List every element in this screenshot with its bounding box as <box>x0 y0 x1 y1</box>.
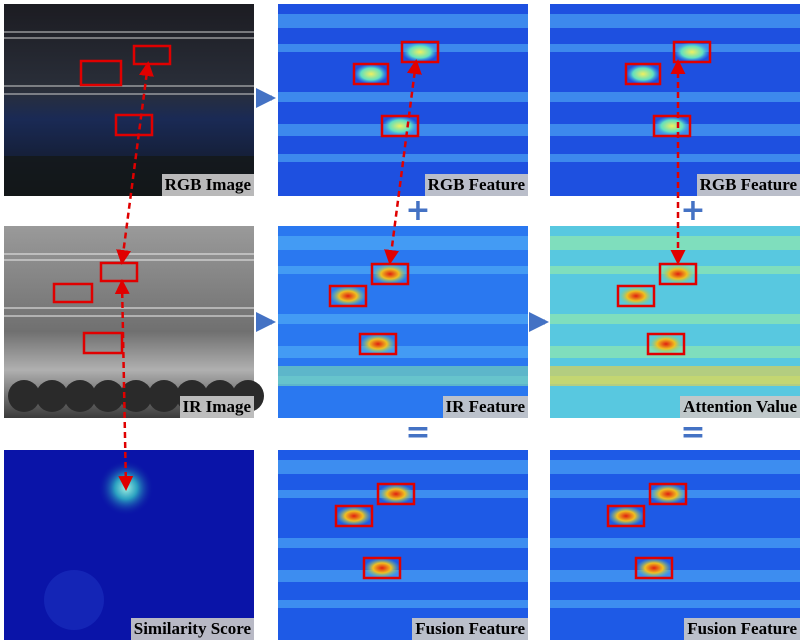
target-box <box>634 556 674 580</box>
tree <box>148 380 180 412</box>
feature-peak <box>402 42 438 62</box>
tree <box>36 380 68 412</box>
feature-peak <box>660 264 696 284</box>
target-box <box>376 482 416 506</box>
operator: + <box>405 193 431 228</box>
dashed-arrow <box>384 59 422 265</box>
feature-band <box>278 600 528 608</box>
panel-label: IR Image <box>179 396 254 418</box>
target-box <box>358 332 398 356</box>
target-box <box>52 282 94 304</box>
tree <box>64 380 96 412</box>
target-box <box>646 332 686 356</box>
correspondence-arrows <box>114 59 686 491</box>
target-box <box>648 482 688 506</box>
score-peak <box>98 460 154 516</box>
feature-peak <box>636 558 672 578</box>
feature-band <box>550 570 800 582</box>
feature-band <box>550 14 800 28</box>
tree <box>92 380 124 412</box>
feature-peak <box>372 264 408 284</box>
panel-label: Similarity Score <box>130 618 254 640</box>
panel-label: RGB Feature <box>696 174 800 196</box>
panel-label: Attention Value <box>680 396 800 418</box>
panel-image <box>278 450 528 640</box>
target-box <box>606 504 646 528</box>
feature-peak <box>382 116 418 136</box>
feature-peak <box>674 42 710 62</box>
panel-label: IR Feature <box>442 396 528 418</box>
dashed-arrow <box>114 279 134 491</box>
feature-band <box>278 14 528 28</box>
panel-label: Fusion Feature <box>684 618 800 640</box>
panels <box>4 4 800 640</box>
feature-band <box>550 366 800 386</box>
feature-band <box>278 570 528 582</box>
tree <box>8 380 40 412</box>
panel-image <box>550 450 800 640</box>
feature-peak <box>654 116 690 136</box>
panel-image <box>550 226 800 418</box>
feature-band <box>278 366 528 386</box>
feature-band <box>278 346 528 358</box>
feature-band <box>550 460 800 474</box>
panel-label: RGB Feature <box>424 174 528 196</box>
feature-band <box>550 600 800 608</box>
score-blob <box>44 570 104 630</box>
operator: = <box>405 415 431 450</box>
feature-peak <box>354 64 388 84</box>
panel-image <box>4 450 254 640</box>
panel-image <box>4 226 264 418</box>
feature-band <box>278 460 528 474</box>
feature-band <box>550 92 800 102</box>
operator: = <box>680 415 706 450</box>
feature-peak <box>336 506 372 526</box>
panel-image <box>550 4 800 196</box>
feature-peak <box>360 334 396 354</box>
feature-peak <box>618 286 654 306</box>
target-box <box>334 504 374 528</box>
target-box <box>362 556 402 580</box>
panel-label: Fusion Feature <box>412 618 528 640</box>
panel-image <box>4 4 254 196</box>
operator: + <box>680 193 706 228</box>
feature-band <box>550 314 800 324</box>
feature-band <box>550 154 800 162</box>
feature-peak <box>648 334 684 354</box>
feature-peak <box>330 286 366 306</box>
flow-arrows <box>256 88 549 332</box>
panel-image <box>278 226 528 418</box>
feature-peak <box>378 484 414 504</box>
feature-band <box>278 314 528 324</box>
feature-peak <box>608 506 644 526</box>
feature-band <box>278 92 528 102</box>
feature-peak <box>650 484 686 504</box>
feature-band <box>550 538 800 548</box>
feature-band <box>278 236 528 250</box>
target-box <box>328 284 368 308</box>
target-box <box>624 62 662 86</box>
dashed-arrow <box>116 61 154 265</box>
feature-peak <box>364 558 400 578</box>
feature-band <box>550 236 800 250</box>
target-box <box>616 284 656 308</box>
feature-peak <box>626 64 660 84</box>
feature-band <box>278 538 528 548</box>
target-box <box>672 40 712 64</box>
panel-label: RGB Image <box>161 174 254 196</box>
